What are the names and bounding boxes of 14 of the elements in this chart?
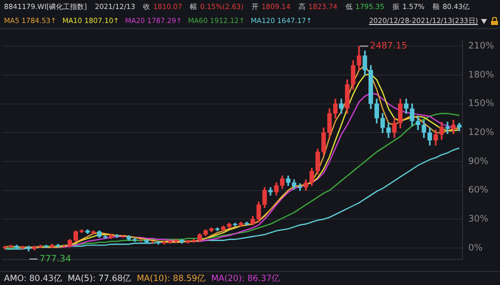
y-tick-label: 150%	[468, 99, 494, 110]
y-tick-label: 180%	[468, 70, 494, 80]
text: MA(5): 77.68亿	[68, 274, 132, 284]
y-tick-label: 210%	[468, 42, 494, 52]
y-tick-label: 30%	[468, 214, 489, 225]
y-tick-label: 60%	[468, 186, 489, 196]
annotation: 777.34	[40, 254, 72, 264]
annotation: 2487.15	[370, 42, 408, 52]
text: MA(20): 86.37亿	[211, 274, 281, 284]
text: AMO: 80.43亿	[4, 274, 63, 284]
y-tick-label: 120%	[468, 128, 494, 138]
text: MA(10): 88.59亿	[136, 274, 206, 284]
y-tick-label: 0%	[468, 243, 483, 254]
y-tick-label: 90%	[468, 156, 489, 167]
